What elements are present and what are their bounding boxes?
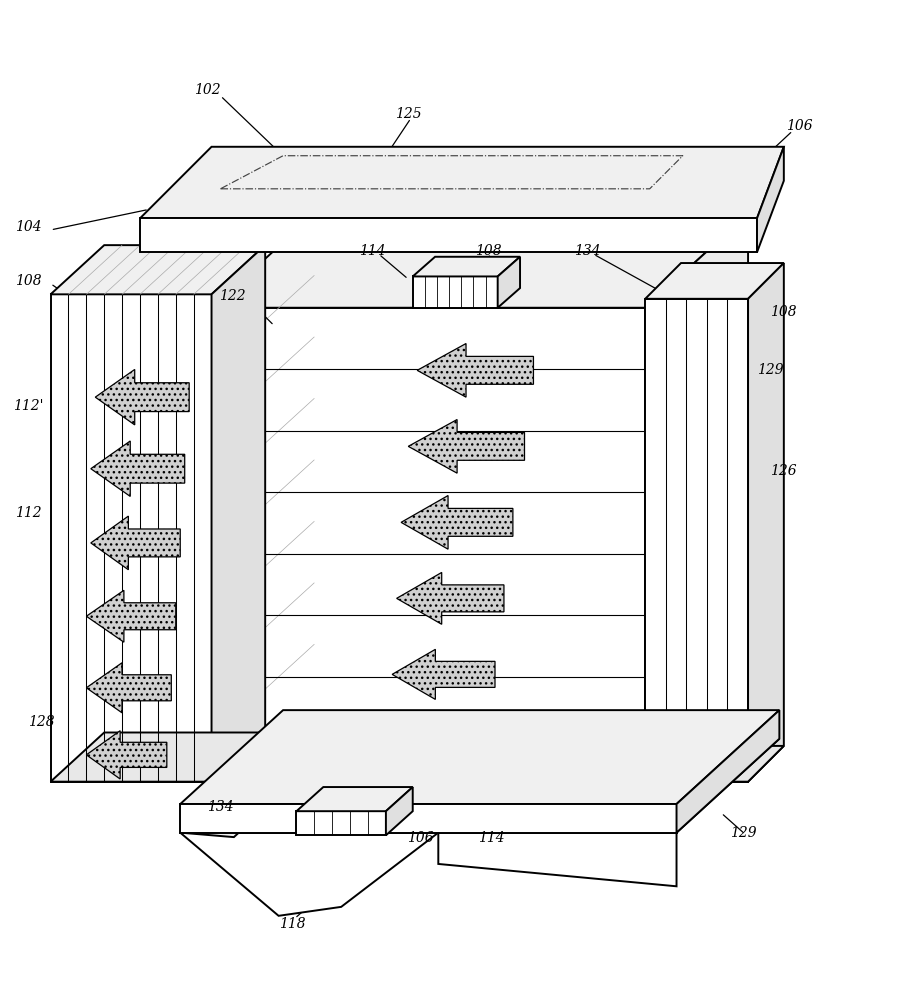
Text: 112: 112	[15, 506, 41, 520]
Polygon shape	[50, 732, 266, 782]
Text: 114: 114	[359, 244, 386, 258]
Polygon shape	[91, 441, 185, 496]
Polygon shape	[396, 572, 504, 624]
Polygon shape	[140, 218, 757, 252]
Polygon shape	[180, 739, 336, 837]
Text: 134: 134	[574, 244, 600, 258]
Polygon shape	[95, 369, 189, 425]
Polygon shape	[91, 516, 180, 570]
Polygon shape	[413, 257, 520, 276]
Text: 129: 129	[730, 826, 757, 840]
Text: 104: 104	[15, 220, 41, 234]
Polygon shape	[297, 811, 386, 835]
Polygon shape	[86, 731, 167, 779]
Polygon shape	[757, 147, 784, 252]
Polygon shape	[297, 787, 413, 811]
Polygon shape	[50, 294, 212, 782]
Polygon shape	[645, 299, 748, 782]
Text: 128: 128	[29, 715, 55, 729]
Polygon shape	[388, 722, 486, 770]
Text: 129: 129	[757, 363, 784, 377]
Polygon shape	[212, 308, 645, 800]
Polygon shape	[180, 710, 779, 804]
Text: 114: 114	[478, 831, 505, 845]
Polygon shape	[645, 746, 784, 782]
Polygon shape	[212, 245, 266, 782]
Polygon shape	[645, 263, 784, 299]
Polygon shape	[392, 649, 495, 699]
Polygon shape	[180, 739, 779, 833]
Polygon shape	[86, 590, 176, 642]
Text: 108: 108	[771, 305, 797, 319]
Text: 108: 108	[15, 274, 41, 288]
Text: 106: 106	[786, 119, 813, 133]
Polygon shape	[50, 245, 266, 294]
Text: 125: 125	[395, 107, 422, 121]
Polygon shape	[401, 496, 513, 549]
Polygon shape	[645, 214, 748, 800]
Polygon shape	[212, 214, 748, 308]
Text: 106: 106	[406, 831, 433, 845]
Text: 118: 118	[279, 917, 305, 931]
Text: 112': 112'	[13, 399, 43, 413]
Polygon shape	[86, 663, 171, 713]
Polygon shape	[498, 257, 520, 308]
Polygon shape	[748, 263, 784, 782]
Polygon shape	[676, 710, 779, 833]
Text: 108: 108	[475, 244, 502, 258]
Polygon shape	[413, 276, 498, 308]
Polygon shape	[408, 420, 525, 473]
Polygon shape	[180, 833, 439, 916]
Polygon shape	[180, 804, 676, 833]
Polygon shape	[140, 147, 784, 218]
Text: 122: 122	[219, 289, 246, 303]
Text: 134: 134	[207, 800, 234, 814]
Polygon shape	[386, 787, 413, 835]
Text: 102: 102	[194, 83, 221, 97]
Polygon shape	[417, 344, 534, 397]
Polygon shape	[439, 833, 676, 886]
Text: 126: 126	[771, 464, 797, 478]
